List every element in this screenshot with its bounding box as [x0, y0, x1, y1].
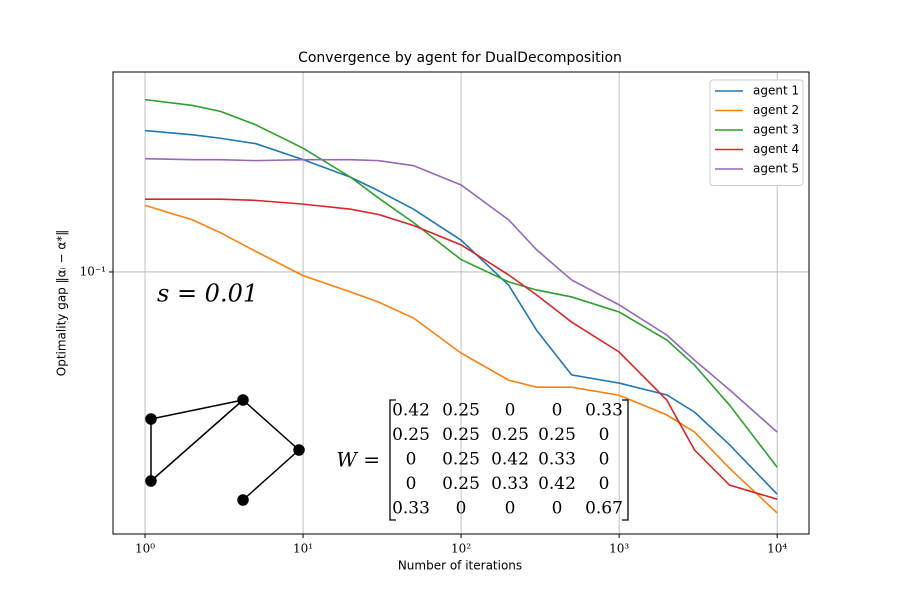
matrix-entry: 0: [599, 474, 610, 494]
matrix-entry: 0: [406, 450, 417, 470]
matrix-label: W =: [336, 448, 380, 472]
lines-layer: [144, 98, 778, 514]
series-line: [145, 198, 778, 500]
edge: [242, 449, 300, 501]
matrix-entry: 0.25: [392, 425, 430, 445]
chart-title: Convergence by agent for DualDecompositi…: [298, 50, 622, 66]
node: [145, 413, 157, 425]
matrix-entry: 0.33: [538, 450, 576, 470]
edge: [150, 399, 244, 420]
matrix-entry: 0.42: [392, 401, 430, 421]
matrix-entry: 0.25: [442, 474, 480, 494]
series-line: [144, 129, 778, 495]
matrix-entry: 0.25: [442, 450, 480, 470]
matrix-entry: 0: [552, 401, 563, 421]
node: [145, 475, 157, 487]
axes-frame: [112, 71, 810, 535]
x-tick-label: 10¹: [293, 542, 313, 556]
edge: [242, 399, 300, 451]
matrix-entry: 0.42: [491, 450, 529, 470]
matrix-entry: 0: [599, 425, 610, 445]
matrix-entry: 0.25: [442, 425, 480, 445]
legend-label: agent 1: [753, 84, 799, 98]
matrix-entry: 0: [599, 450, 610, 470]
matrix-brackets: [389, 399, 629, 521]
node: [237, 394, 249, 406]
series-line: [145, 157, 778, 433]
matrix-entry: 0: [406, 474, 417, 494]
matrix-entry: 0: [552, 499, 563, 519]
y-axis-label: Optimality gap ‖αᵢ − α*‖: [55, 230, 69, 376]
legend: agent 1 agent 2 agent 3 agent 4 agent 5: [709, 79, 804, 186]
x-tick-label: 10³: [609, 542, 629, 556]
matrix-entry: 0.42: [538, 474, 576, 494]
matrix-entry: 0.25: [442, 401, 480, 421]
node: [237, 494, 249, 506]
edge: [150, 399, 244, 482]
matrix-entry: 0: [505, 401, 516, 421]
matrix-entry: 0: [505, 499, 516, 519]
node: [293, 444, 305, 456]
x-tick-label: 10⁰: [135, 542, 155, 556]
network-inset: [145, 394, 305, 506]
s-annotation: s = 0.01: [157, 280, 258, 308]
legend-label: agent 2: [753, 103, 799, 117]
matrix-entry: 0.33: [392, 499, 430, 519]
matrix-entry: 0.25: [538, 425, 576, 445]
x-axis-label: Number of iterations: [398, 559, 522, 573]
x-tick-label: 10²: [451, 542, 471, 556]
matrix-entry: 0: [456, 499, 467, 519]
matrix-entry: 0.33: [491, 474, 529, 494]
legend-box: [709, 79, 804, 186]
series-line: [144, 98, 778, 468]
series-line: [144, 204, 778, 514]
matrix: 0.42 0.25 0 0 0.33 0.25 0.25 0.25 0.25 0 0 0.25 0.42…: [392, 401, 623, 519]
x-tick-label: 10⁴: [767, 542, 787, 556]
matrix-entry: 0.25: [491, 425, 529, 445]
legend-label: agent 5: [753, 162, 799, 176]
matrix-entry: 0.33: [585, 401, 623, 421]
y-tick-label: 10⁻¹: [80, 264, 106, 278]
matrix-entry: 0.67: [585, 499, 623, 519]
legend-label: agent 3: [753, 123, 799, 137]
legend-label: agent 4: [753, 142, 799, 156]
